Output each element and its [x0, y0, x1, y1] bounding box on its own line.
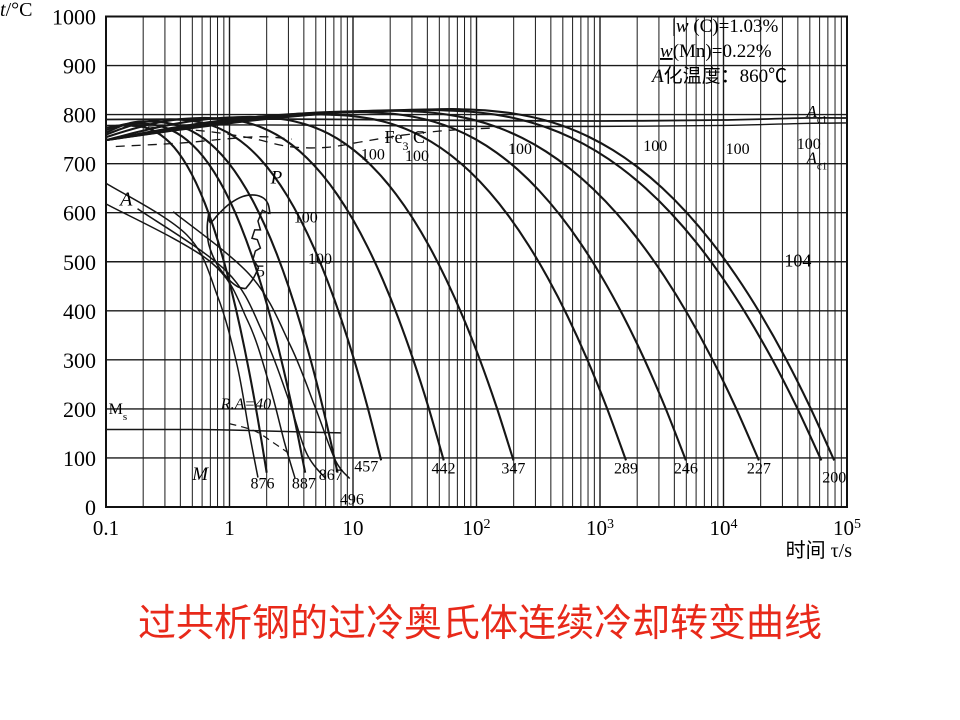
svg-text:A化温度：860℃: A化温度：860℃ — [650, 65, 787, 87]
svg-text:100: 100 — [361, 147, 385, 164]
svg-text:500: 500 — [63, 250, 96, 275]
svg-text:105: 105 — [833, 516, 861, 540]
svg-text:442: 442 — [432, 461, 456, 478]
svg-text:P: P — [270, 167, 283, 188]
svg-text:496: 496 — [340, 492, 364, 509]
svg-text:400: 400 — [63, 299, 96, 324]
svg-text:900: 900 — [63, 54, 96, 79]
svg-text:0.1: 0.1 — [93, 516, 119, 540]
svg-text:1: 1 — [224, 516, 235, 540]
svg-text:200: 200 — [822, 470, 846, 487]
svg-text:600: 600 — [63, 201, 96, 226]
svg-text:|w (C)=1.03%: |w (C)=1.03% — [672, 16, 779, 37]
svg-text:t/°C: t/°C — [0, 0, 32, 21]
svg-text:227: 227 — [747, 461, 771, 478]
svg-text:100: 100 — [405, 148, 429, 165]
svg-text:Ac1: Ac1 — [806, 102, 828, 126]
svg-text:300: 300 — [63, 348, 96, 373]
svg-text:100: 100 — [63, 446, 96, 471]
svg-text:457: 457 — [354, 459, 378, 476]
svg-text:5: 5 — [256, 262, 265, 281]
svg-text:A: A — [118, 188, 133, 210]
svg-text:103: 103 — [586, 516, 614, 540]
svg-text:100: 100 — [797, 136, 821, 153]
svg-text:700: 700 — [63, 152, 96, 177]
svg-text:876: 876 — [251, 475, 275, 492]
svg-text:800: 800 — [63, 103, 96, 128]
svg-text:100: 100 — [308, 251, 332, 268]
svg-text:100: 100 — [643, 138, 667, 155]
svg-text:Ms: Ms — [109, 401, 128, 423]
svg-text:100: 100 — [726, 141, 750, 158]
svg-text:102: 102 — [463, 516, 491, 540]
svg-text:w(Mn)=0.22%: w(Mn)=0.22% — [660, 41, 772, 62]
svg-text:100: 100 — [294, 210, 318, 227]
svg-text:R.A=40: R.A=40 — [220, 396, 271, 413]
svg-text:104: 104 — [784, 251, 811, 271]
svg-text:867: 867 — [319, 467, 343, 484]
svg-text:100: 100 — [508, 141, 532, 158]
svg-text:10: 10 — [343, 516, 364, 540]
svg-text:887: 887 — [292, 475, 316, 492]
svg-text:347: 347 — [501, 461, 525, 478]
svg-text:M: M — [191, 464, 209, 485]
svg-text:104: 104 — [710, 516, 738, 540]
svg-text:1000: 1000 — [52, 5, 96, 30]
svg-text:时间 τ/s: 时间 τ/s — [786, 539, 853, 562]
svg-text:246: 246 — [674, 461, 698, 478]
svg-text:200: 200 — [63, 397, 96, 422]
svg-text:289: 289 — [614, 461, 638, 478]
